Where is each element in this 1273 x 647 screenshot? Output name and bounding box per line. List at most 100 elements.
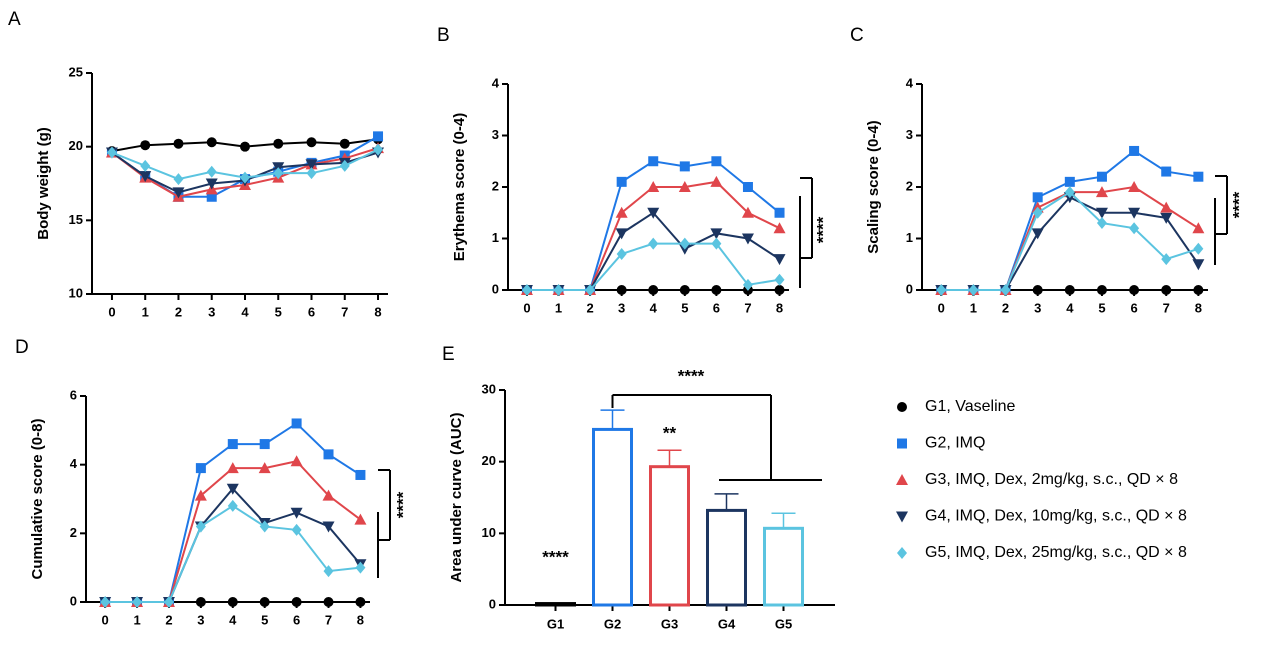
marker <box>1192 222 1205 234</box>
marker <box>616 176 627 187</box>
y-tick-label: 0 <box>906 281 913 296</box>
error-bar <box>657 449 682 467</box>
series-line <box>526 242 780 291</box>
marker <box>205 178 218 190</box>
marker <box>139 171 152 183</box>
x-tick-label: 8 <box>374 304 381 319</box>
marker <box>140 159 151 172</box>
marker <box>711 156 722 167</box>
marker <box>1000 284 1011 296</box>
legend-label: G2, IMQ <box>925 435 985 452</box>
legend-label: G4, IMQ, Dex, 10mg/kg, s.c., QD × 8 <box>925 508 1187 525</box>
marker <box>936 284 947 296</box>
marker <box>273 167 284 180</box>
x-tick-label: 3 <box>1034 300 1041 315</box>
x-tick-label: 7 <box>1163 300 1170 315</box>
y-tick-label: 6 <box>70 387 77 402</box>
x-tick-label: 0 <box>102 612 109 627</box>
marker <box>1096 285 1107 295</box>
panel-label: D <box>15 337 29 358</box>
y-tick-label: 4 <box>70 456 78 471</box>
legend-label: G3, IMQ, Dex, 2mg/kg, s.c., QD × 8 <box>925 471 1178 488</box>
x-tick-label: 2 <box>165 612 172 627</box>
x-tick-label: 4 <box>1066 300 1074 315</box>
marker <box>259 597 270 607</box>
bar <box>763 526 804 607</box>
marker <box>553 284 564 296</box>
marker <box>1161 166 1172 177</box>
x-tick-label: 3 <box>197 612 204 627</box>
marker <box>1032 285 1043 295</box>
y-axis-label: Body weight (g) <box>35 127 52 240</box>
marker <box>1096 171 1107 182</box>
legend-label: G5, IMQ, Dex, 25mg/kg, s.c., QD × 8 <box>925 544 1187 561</box>
y-tick-label: 30 <box>482 381 496 396</box>
marker <box>322 489 335 501</box>
marker <box>132 596 143 608</box>
marker <box>291 523 302 536</box>
marker <box>195 520 206 533</box>
marker <box>355 597 366 607</box>
marker <box>741 206 754 218</box>
y-tick-label: 0 <box>492 281 499 296</box>
y-tick-label: 2 <box>492 178 499 193</box>
marker <box>306 167 317 180</box>
marker <box>679 285 690 295</box>
marker <box>259 520 270 533</box>
marker <box>1193 242 1204 255</box>
y-tick-label: 1 <box>906 230 913 245</box>
bar <box>649 465 690 607</box>
marker <box>742 182 753 192</box>
y-tick-label: 20 <box>69 138 83 153</box>
marker <box>290 455 303 467</box>
x-tick-label: 5 <box>275 304 282 319</box>
series-line <box>105 460 362 603</box>
marker <box>339 159 350 172</box>
series-line <box>941 190 1199 291</box>
x-tick-label: 2 <box>175 304 182 319</box>
marker <box>615 228 628 240</box>
marker <box>106 146 117 159</box>
marker <box>1095 186 1108 198</box>
marker <box>741 233 754 245</box>
x-tick-label: 1 <box>970 300 977 315</box>
marker <box>305 159 318 171</box>
error-bar <box>771 512 796 529</box>
annotation: **** <box>813 216 832 243</box>
marker <box>710 175 723 187</box>
marker <box>968 284 979 296</box>
marker <box>290 507 303 519</box>
marker <box>679 237 690 250</box>
marker <box>1032 192 1043 203</box>
marker <box>521 284 532 296</box>
y-tick-label: 1 <box>492 230 499 245</box>
legend-marker <box>897 438 907 449</box>
marker <box>373 143 384 156</box>
y-axis-label: Erythema score (0-4) <box>451 113 468 261</box>
legend-marker <box>896 511 908 523</box>
x-tick-label: G1 <box>547 616 564 631</box>
marker <box>1128 181 1141 192</box>
marker <box>173 173 184 186</box>
series-line <box>941 149 1199 291</box>
marker <box>226 462 239 474</box>
marker <box>273 138 284 149</box>
marker <box>774 273 785 286</box>
legend-marker <box>897 547 907 559</box>
annotation: **** <box>678 366 705 385</box>
x-tick-label: 1 <box>142 304 149 319</box>
marker <box>1129 145 1140 156</box>
marker <box>1193 285 1204 295</box>
y-tick-label: 0 <box>489 596 496 611</box>
marker <box>323 565 334 578</box>
marker <box>647 207 660 219</box>
marker <box>354 513 367 525</box>
series-line <box>105 422 361 603</box>
marker <box>227 597 238 607</box>
marker <box>239 141 250 152</box>
marker <box>206 137 217 148</box>
x-tick-label: 2 <box>1002 300 1009 315</box>
marker <box>742 278 753 291</box>
x-tick-label: G4 <box>718 616 736 631</box>
marker <box>1160 201 1173 213</box>
